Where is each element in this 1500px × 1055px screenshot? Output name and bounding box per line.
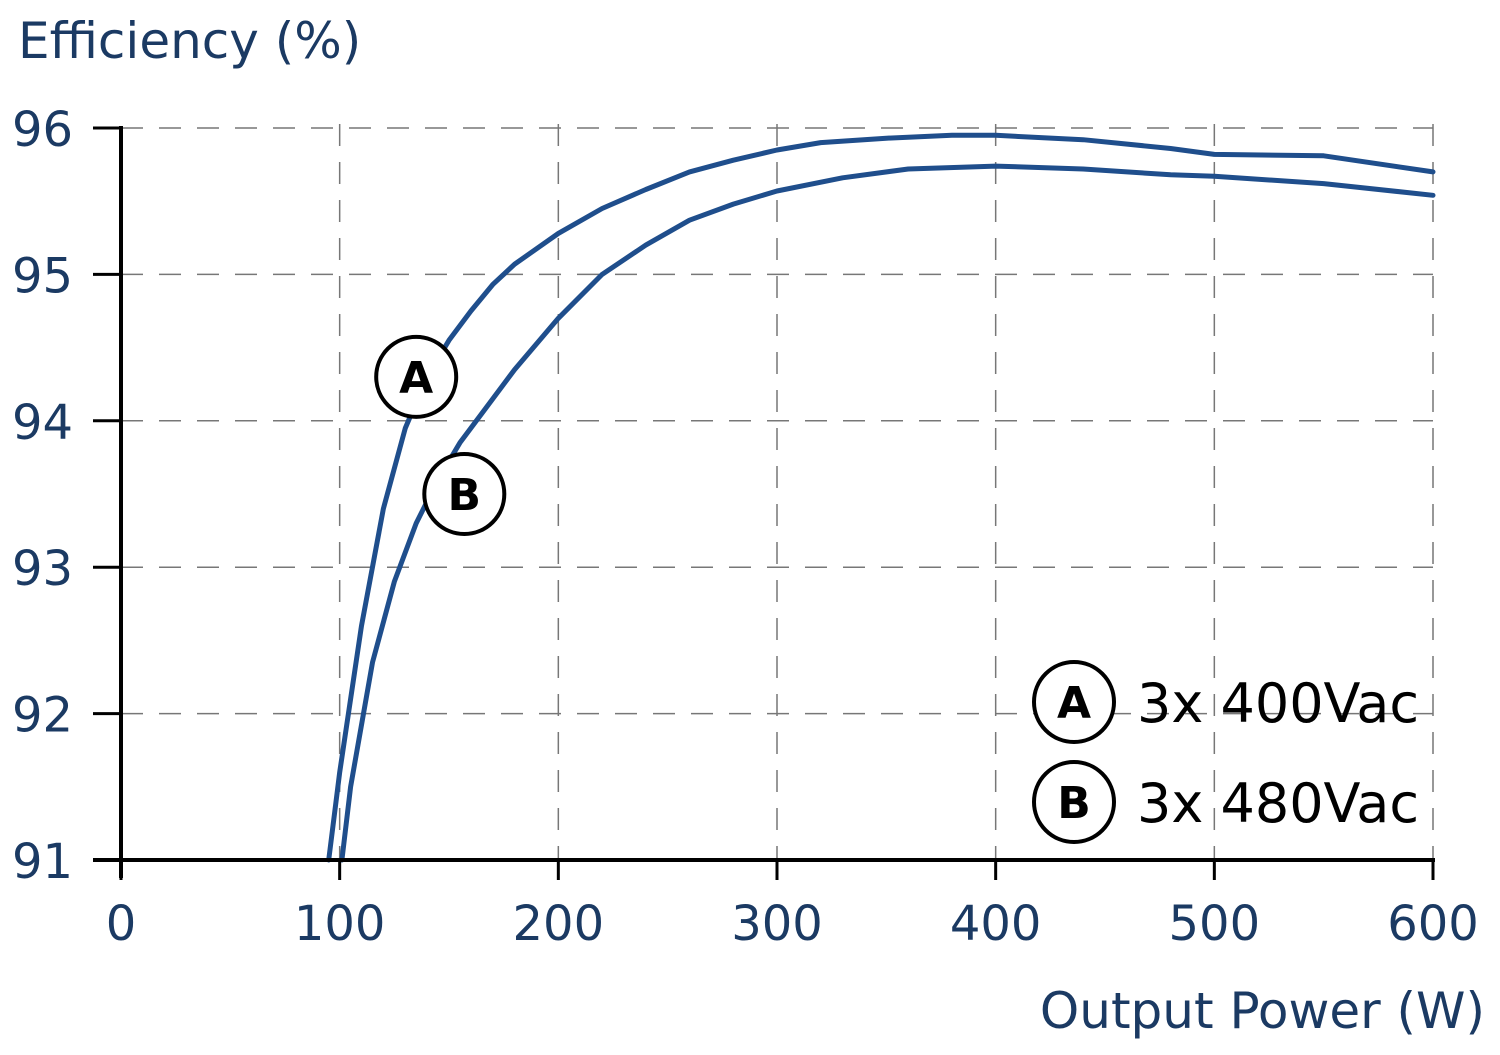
x-tick-label-300: 300 [731,896,823,952]
legend-entry-a: 3x 400Vac [1137,672,1419,735]
x-axis-title: Output Power (W) [1040,982,1485,1040]
legend-marker-label-a: A [1057,678,1091,729]
curve-marker-label-a: A [399,353,433,404]
y-tick-label-92: 92 [12,688,73,744]
grid [121,124,1434,860]
x-tick-label-100: 100 [294,896,386,952]
legend-marker-circle-b [1032,760,1116,844]
x-tick-label-0: 0 [106,896,137,952]
x-tick-label-500: 500 [1169,896,1261,952]
y-tick-label-93: 93 [12,541,73,597]
legend: A 3x 400Vac B 3x 480Vac [1032,660,1419,844]
y-axis-title: Efficiency (%) [18,12,361,70]
curve-marker-label-b: B [448,470,482,521]
series-line-b [339,163,1436,863]
series-line-a [326,132,1436,863]
axes [93,126,1435,880]
y-tick-label-96: 96 [12,102,73,158]
x-tick-label-600: 600 [1387,896,1479,952]
legend-entry-b: 3x 480Vac [1137,772,1419,835]
x-tick-label-400: 400 [950,896,1042,952]
curve-markers: AB [374,334,507,536]
y-tick-label-95: 95 [12,248,73,304]
curve-marker-circle-b [422,452,507,536]
y-tick-label-91: 91 [12,834,73,890]
tick-labels: 0 100 200 300 400 500 600 91 92 93 94 95 96 [12,102,1479,952]
legend-marker-label-b: B [1057,778,1091,829]
y-tick-label-94: 94 [12,395,73,451]
curve-marker-circle-a [374,334,459,419]
series-lines [326,132,1436,863]
x-tick-label-200: 200 [513,896,605,952]
legend-marker-circle-a [1032,660,1116,744]
